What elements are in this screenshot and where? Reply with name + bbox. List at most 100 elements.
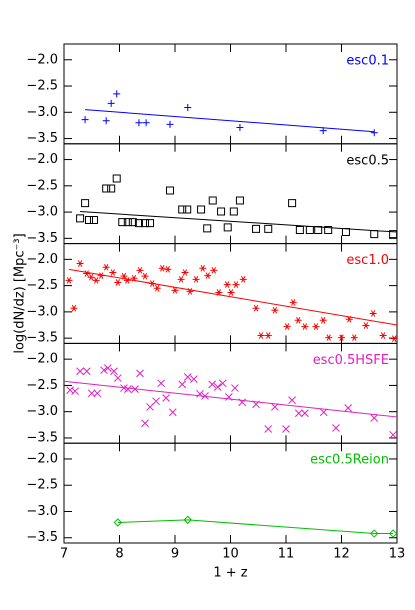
data-point [223,223,232,232]
data-point [345,315,353,323]
data-point [312,323,320,330]
y-tick-label: −2.0 [26,152,58,167]
data-point [65,277,73,284]
data-point [305,225,314,234]
data-point [319,127,327,135]
y-tick-label: −2.0 [26,352,58,367]
y-tick-label: −3.5 [26,231,58,246]
data-point [264,425,273,433]
data-point [332,424,340,432]
data-point [344,404,353,412]
data-point [208,380,217,389]
y-tick-label: −3.0 [26,304,58,319]
data-point [227,289,235,296]
data-point [107,99,115,107]
data-point [141,272,149,280]
data-point [190,375,198,383]
data-point [123,385,132,393]
data-point [201,392,209,400]
data-point [271,403,279,411]
fit-line [117,519,394,535]
data-point [264,332,272,339]
data-point [113,374,122,382]
y-tick-label: −3.0 [26,504,58,519]
y-tick-label: −3.5 [26,430,58,445]
x-tick-label: 10 [222,547,239,562]
data-point [238,398,247,407]
data-point [76,367,84,376]
data-point [389,430,397,439]
series-label: esc0.5Reion [310,453,389,468]
data-point [83,270,91,277]
data-point [141,419,149,428]
data-point [130,274,138,282]
data-point [148,280,156,287]
data-point [379,332,387,339]
data-point [97,272,105,279]
data-point [142,119,150,127]
data-point [166,120,174,128]
data-point [164,266,172,273]
data-point [218,379,227,388]
x-tick-label: 9 [171,547,179,562]
data-point [178,205,187,214]
data-point [370,414,379,422]
y-tick-label: −2.5 [26,478,58,493]
data-point [252,400,260,409]
data-point [107,184,116,193]
data-point [235,196,244,205]
x-tick-label: 11 [278,547,295,562]
data-point [199,264,207,272]
y-tick-label: −2.5 [26,178,58,193]
data-point [102,263,110,271]
data-point [271,307,279,314]
y-tick-label: −3.0 [26,205,58,220]
data-point [102,184,111,193]
data-point [229,207,238,216]
data-point [223,281,231,288]
data-point [295,225,304,234]
data-point [341,228,350,237]
data-point [370,230,379,239]
data-point [128,218,137,227]
data-point [288,396,296,404]
y-tick-label: −2.5 [26,278,58,293]
data-point [196,389,204,398]
data-point [283,323,291,330]
data-point [288,199,297,208]
data-point [136,369,144,378]
data-point [319,316,327,324]
data-point [76,214,85,223]
series-label: esc0.5 [346,153,389,168]
data-point [362,322,370,329]
y-tick-label: −3.5 [26,131,58,146]
data-point [70,304,78,312]
data-point [66,386,74,395]
data-point [252,224,261,233]
data-point [166,186,175,195]
data-point [224,393,233,401]
data-point [389,230,398,239]
data-point [103,364,112,372]
data-point [93,389,102,398]
data-point [171,287,179,294]
data-point [210,267,218,274]
data-point [89,215,98,224]
data-point [81,116,89,124]
data-point [71,387,79,396]
data-point [136,267,144,274]
data-point [114,279,122,286]
data-point [203,224,212,233]
data-point [87,389,96,398]
data-point [350,334,358,341]
data-point [314,225,323,234]
data-point [252,304,260,312]
data-point [301,323,309,330]
y-tick-label: −2.0 [26,252,58,267]
data-point [239,276,247,283]
series-label: esc0.5HSFE [313,353,389,368]
y-tick-label: −3.5 [26,331,58,346]
data-point [110,367,118,376]
data-point [232,281,240,288]
